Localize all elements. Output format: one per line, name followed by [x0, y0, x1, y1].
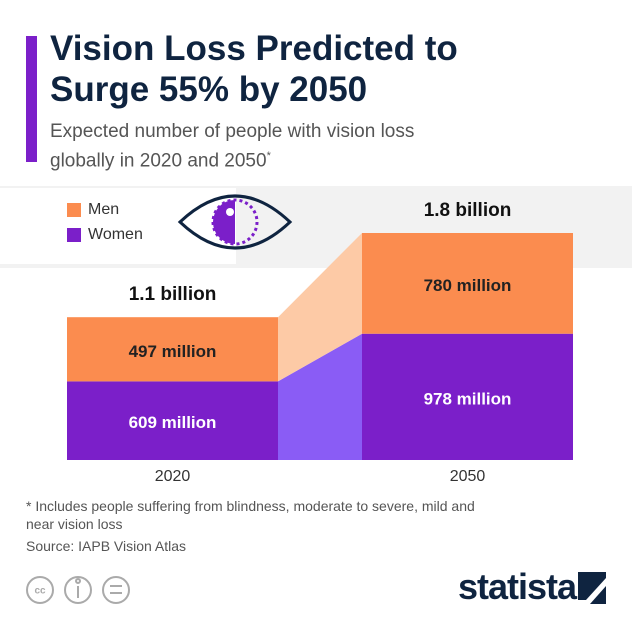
legend-label: Women	[88, 226, 143, 243]
chart-subtitle: Expected number of people with vision lo…	[50, 119, 480, 173]
value-label: 780 million	[424, 276, 512, 295]
x-tick-label: 2020	[155, 468, 191, 485]
bar-segment	[67, 381, 278, 460]
legend-label: Men	[88, 201, 119, 218]
subtitle-marker: *	[266, 150, 271, 162]
legend-swatch	[67, 228, 81, 242]
legend-box	[0, 188, 236, 264]
chart-title: Vision Loss Predicted to Surge 55% by 20…	[50, 29, 458, 109]
bar-segment	[362, 233, 573, 334]
value-label: 609 million	[129, 413, 217, 432]
value-label: 497 million	[129, 342, 217, 361]
total-label: 1.8 billion	[424, 200, 512, 221]
footnote: * Includes people suffering from blindne…	[26, 498, 475, 532]
brand-logo: statista	[458, 566, 577, 607]
subtitle-text: Expected number of people with vision lo…	[50, 121, 415, 172]
legend-swatch	[67, 203, 81, 217]
connector	[278, 333, 362, 460]
bar-segment	[362, 333, 573, 460]
bar-segment	[67, 317, 278, 382]
eye-icon	[177, 194, 293, 250]
total-label: 1.1 billion	[129, 284, 217, 305]
connector	[278, 233, 362, 382]
accent-bar	[26, 36, 37, 162]
x-tick-label: 2050	[450, 468, 486, 485]
source: Source: IAPB Vision Atlas	[26, 538, 187, 554]
value-label: 978 million	[424, 389, 512, 408]
